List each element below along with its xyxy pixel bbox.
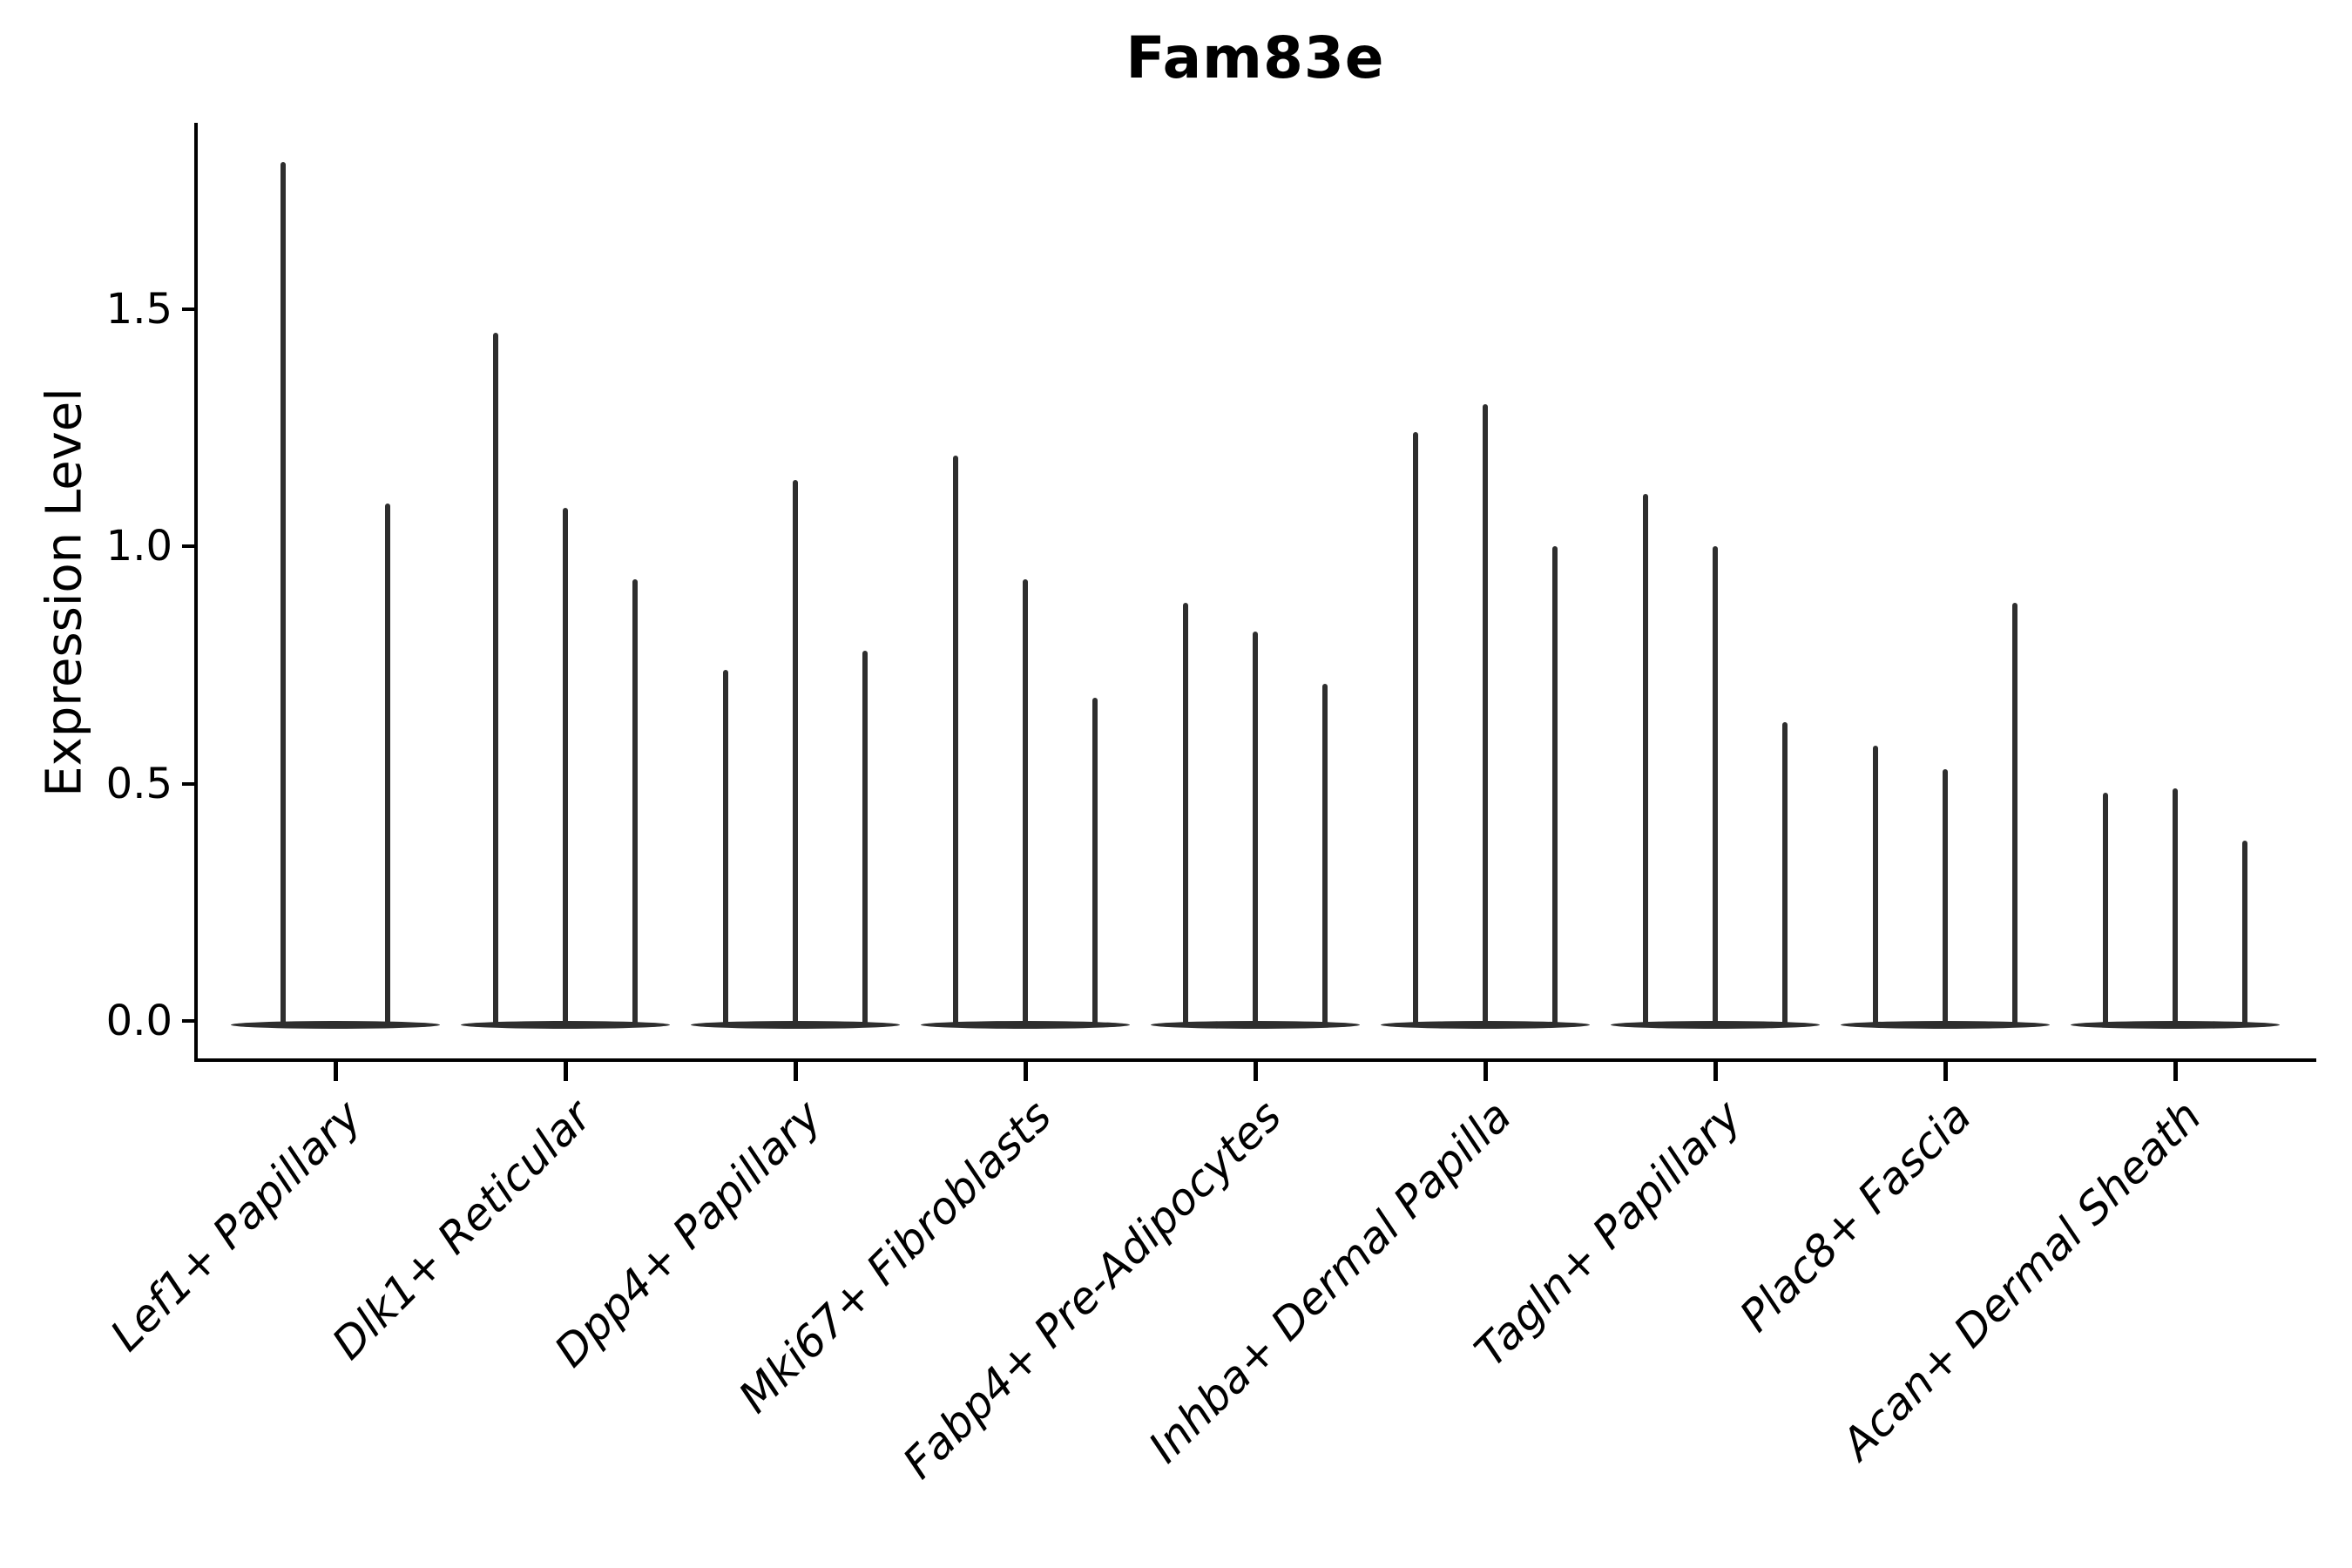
violin-spike: [385, 503, 390, 1025]
x-tick: [1943, 1062, 1948, 1081]
violin-spike: [2173, 787, 2178, 1025]
y-tick: [182, 1019, 194, 1023]
violin-spike: [1873, 745, 1878, 1025]
violin-base: [231, 1021, 440, 1029]
y-tick: [182, 781, 194, 786]
y-tick-label: 1.5: [105, 284, 172, 334]
violin-spike: [723, 669, 728, 1025]
y-tick-label: 1.0: [105, 522, 172, 571]
y-tick: [182, 307, 194, 311]
violin-spike: [1552, 546, 1558, 1025]
x-tick: [1254, 1062, 1258, 1081]
violin-spike: [1943, 769, 1948, 1025]
violin-spike: [493, 332, 498, 1025]
violin-spike: [2242, 840, 2247, 1025]
chart-title: Fam83e: [1125, 24, 1385, 91]
violin-spike: [1322, 684, 1328, 1025]
violin-spike: [632, 579, 638, 1025]
x-tick-label: Plac8+ Fascia: [1730, 1091, 1982, 1342]
x-tick: [334, 1062, 338, 1081]
violin-spike: [2012, 603, 2017, 1025]
x-tick: [564, 1062, 568, 1081]
violin-spike: [1483, 403, 1488, 1025]
violin-spike: [1782, 721, 1788, 1025]
x-axis-spine: [194, 1058, 2316, 1062]
x-tick-label: Dlk1+ Reticular: [322, 1091, 602, 1369]
violin-spike: [1183, 603, 1188, 1025]
violin-spike: [2103, 793, 2108, 1025]
x-tick: [794, 1062, 798, 1081]
y-axis-spine: [194, 123, 198, 1062]
y-tick-label: 0.0: [105, 997, 172, 1045]
y-tick-label: 0.5: [105, 759, 172, 808]
y-axis-label: Expression Level: [36, 388, 93, 797]
violin-spike: [1253, 632, 1258, 1025]
x-tick-label: Fabp4+ Pre-Adipocytes: [893, 1091, 1292, 1489]
violin-spike: [862, 650, 868, 1025]
y-tick: [182, 544, 194, 548]
x-tick-label: Acan+ Dermal Sheath: [1832, 1091, 2212, 1470]
x-tick: [2173, 1062, 2178, 1081]
violin-spike: [953, 456, 958, 1025]
x-tick: [1484, 1062, 1488, 1081]
violin-spike: [1023, 579, 1028, 1025]
x-tick-label: Mki67+ Fibroblasts: [728, 1091, 1062, 1423]
violin-spike: [280, 161, 286, 1025]
violin-spike: [1713, 546, 1718, 1025]
violin-spike: [1092, 698, 1098, 1025]
x-tick-label: Tagln+ Papillary: [1464, 1091, 1752, 1377]
violin-spike: [1643, 494, 1648, 1025]
x-tick: [1024, 1062, 1028, 1081]
violin-spike: [563, 508, 568, 1025]
violin-spike: [793, 479, 798, 1025]
violin-spike: [1413, 432, 1418, 1025]
x-tick: [1713, 1062, 1718, 1081]
x-tick-label: Inhba+ Dermal Papilla: [1139, 1091, 1522, 1473]
x-tick-label: Dpp4+ Papillary: [544, 1091, 832, 1377]
